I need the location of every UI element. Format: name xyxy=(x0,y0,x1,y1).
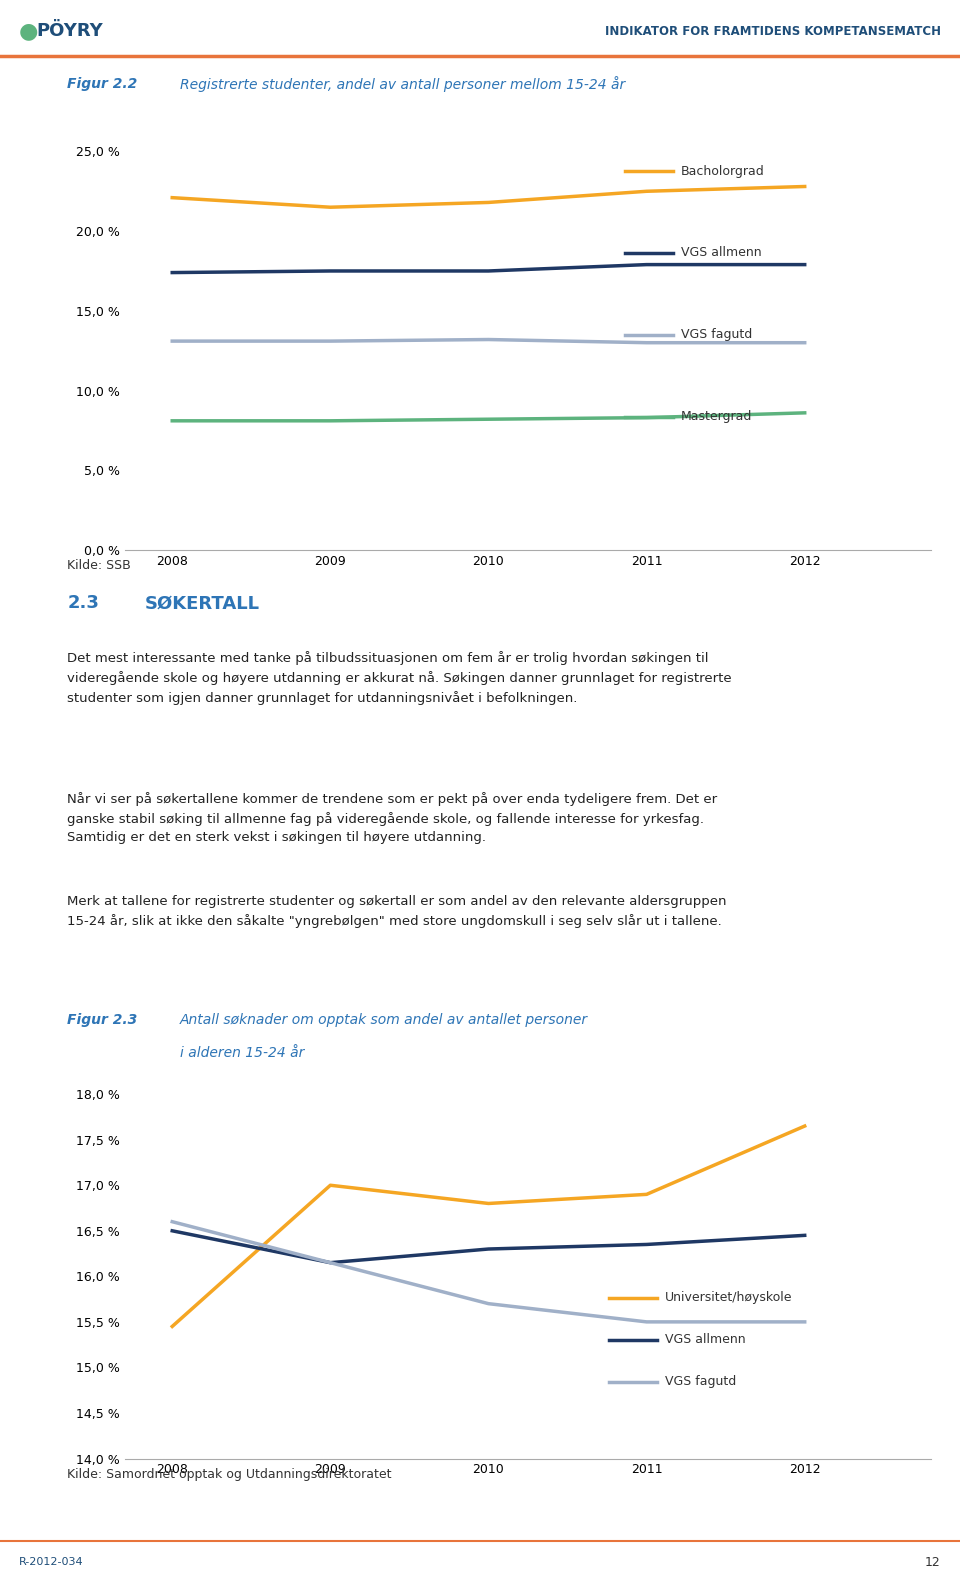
Text: R-2012-034: R-2012-034 xyxy=(19,1557,84,1567)
Text: Kilde: Samordnet opptak og Utdanningsdirektoratet: Kilde: Samordnet opptak og Utdanningsdir… xyxy=(67,1468,392,1481)
Text: i alderen 15-24 år: i alderen 15-24 år xyxy=(180,1046,304,1060)
Text: 12: 12 xyxy=(925,1556,941,1568)
Text: VGS allmenn: VGS allmenn xyxy=(682,247,762,260)
Text: Figur 2.3: Figur 2.3 xyxy=(67,1014,137,1027)
Text: SØKERTALL: SØKERTALL xyxy=(145,595,260,612)
Text: Kilde: SSB: Kilde: SSB xyxy=(67,559,131,572)
Text: Universitet/høyskole: Universitet/høyskole xyxy=(665,1291,793,1304)
Text: VGS allmenn: VGS allmenn xyxy=(665,1334,746,1347)
Text: VGS fagutd: VGS fagutd xyxy=(665,1376,736,1388)
Text: Det mest interessante med tanke på tilbudssituasjonen om fem år er trolig hvorda: Det mest interessante med tanke på tilbu… xyxy=(67,650,732,705)
Text: Merk at tallene for registrerte studenter og søkertall er som andel av den relev: Merk at tallene for registrerte studente… xyxy=(67,896,727,928)
Text: Bacholorgrad: Bacholorgrad xyxy=(682,164,765,177)
Text: Mastergrad: Mastergrad xyxy=(682,410,753,422)
Text: Når vi ser på søkertallene kommer de trendene som er pekt på over enda tydeliger: Når vi ser på søkertallene kommer de tre… xyxy=(67,792,717,845)
Text: VGS fagutd: VGS fagutd xyxy=(682,328,753,341)
Text: ●: ● xyxy=(19,21,38,41)
Text: Antall søknader om opptak som andel av antallet personer: Antall søknader om opptak som andel av a… xyxy=(180,1014,588,1027)
Text: INDIKATOR FOR FRAMTIDENS KOMPETANSEMATCH: INDIKATOR FOR FRAMTIDENS KOMPETANSEMATCH xyxy=(605,24,941,38)
Text: PÖYRY: PÖYRY xyxy=(36,22,103,40)
Text: Registrerte studenter, andel av antall personer mellom 15-24 år: Registrerte studenter, andel av antall p… xyxy=(180,75,625,92)
Text: 2.3: 2.3 xyxy=(67,595,99,612)
Text: Figur 2.2: Figur 2.2 xyxy=(67,77,137,91)
